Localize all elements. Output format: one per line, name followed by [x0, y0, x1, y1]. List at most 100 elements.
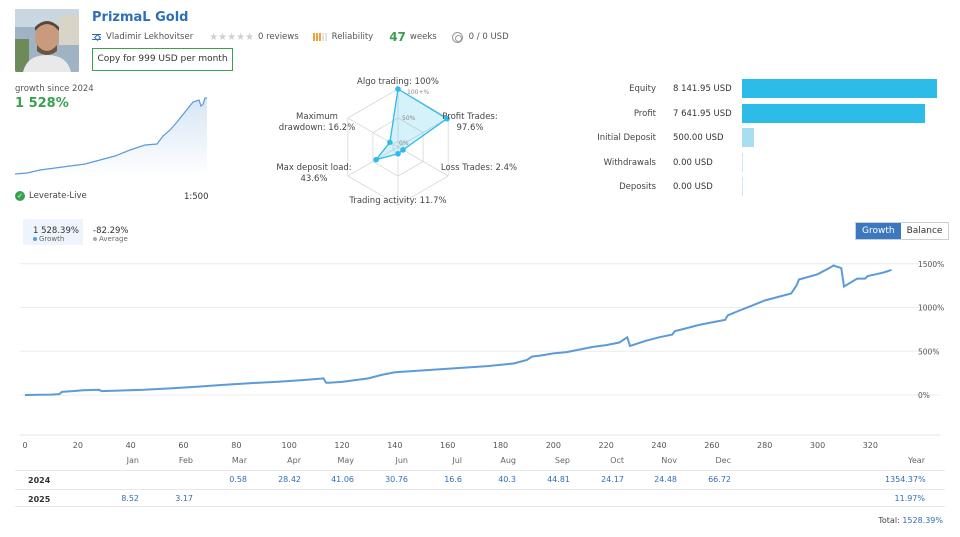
total-return: Total: 1528.39%: [878, 516, 943, 525]
copy-subscription-button[interactable]: Copy for 999 USD per month: [92, 48, 233, 71]
radar-tick-0: 0%: [399, 140, 409, 147]
y-tick-label: 500%: [918, 347, 939, 356]
balance-toggle-button[interactable]: Balance: [900, 223, 949, 239]
year-label: 2025: [28, 495, 51, 504]
stat-bar: [742, 79, 937, 98]
radar-label-drawdown-1: Maximum: [296, 112, 338, 122]
x-tick-label: 280: [757, 441, 772, 450]
broker-name[interactable]: Leverate-Live: [29, 191, 87, 201]
x-tick-label: 320: [863, 441, 878, 450]
return-cell[interactable]: 0.58: [229, 475, 247, 484]
stat-value: 500.00 USD: [673, 133, 724, 143]
table-header-row: Jan Feb Mar Apr May Jun Jul Aug Sep Oct Nov Dec Year: [15, 452, 945, 468]
summary-growth-value: 1 528.39%: [33, 226, 79, 236]
return-cell[interactable]: 40.3: [498, 475, 516, 484]
leverage-value: 1:500: [184, 192, 209, 202]
x-tick-label: 20: [73, 441, 83, 450]
month-header: Jul: [452, 456, 462, 465]
return-cell[interactable]: 30.76: [385, 475, 408, 484]
total-value: 1528.39%: [902, 516, 943, 525]
return-cell[interactable]: 24.17: [601, 475, 624, 484]
chart-mode-toggle: Growth Balance: [855, 222, 950, 240]
y-tick-label: 1500%: [918, 260, 944, 269]
verified-check-icon: ✓: [15, 191, 25, 201]
return-cell[interactable]: 11.97%: [894, 494, 925, 503]
return-cell[interactable]: 3.17: [175, 494, 193, 503]
reliability-label: Reliability: [331, 32, 374, 42]
radar-label-activity: Trading activity: 11.7%: [348, 196, 446, 206]
month-header: Apr: [287, 456, 301, 465]
month-header: Jan: [126, 456, 139, 465]
return-cell[interactable]: 24.48: [654, 475, 677, 484]
rating-stars-icon: ★★★★★: [209, 31, 255, 43]
y-tick-label: 1000%: [918, 304, 944, 313]
month-header: Nov: [661, 456, 677, 465]
radar-tick-50: 50%: [402, 115, 416, 122]
x-tick-label: 0: [22, 441, 27, 450]
radar-label-profit-2: 97.6%: [456, 123, 483, 133]
stat-value: 0.00 USD: [673, 182, 713, 192]
radar-point-activity: [395, 150, 401, 157]
growth-series-line: [24, 264, 892, 396]
x-tick-label: 80: [231, 441, 241, 450]
month-header: Oct: [610, 456, 624, 465]
stat-label: Profit: [633, 108, 656, 119]
return-cell[interactable]: 28.42: [278, 475, 301, 484]
radar-point-algo: [395, 86, 401, 92]
radar-label-deposit-1: Max deposit load:: [276, 163, 351, 173]
stat-bar: [742, 128, 754, 147]
subscribers-icon: [451, 31, 463, 43]
subscribers-value: 0 / 0 USD: [468, 32, 509, 42]
x-tick-label: 40: [126, 441, 136, 450]
x-tick-label: 300: [810, 441, 825, 450]
x-tick-label: 200: [546, 441, 561, 450]
return-cell[interactable]: 66.72: [708, 475, 731, 484]
broker-row: ✓ Leverate-Live: [15, 191, 87, 201]
return-cell[interactable]: 8.52: [121, 494, 139, 503]
radar-point-profit: [444, 115, 450, 122]
month-header: Aug: [500, 456, 516, 465]
weeks-label: weeks: [409, 32, 437, 42]
y-tick-label: 0%: [918, 391, 930, 400]
radar-tick-100: 100+%: [407, 89, 429, 96]
radar-label-loss: Loss Trades: 2.4%: [441, 163, 517, 173]
month-header: May: [337, 456, 354, 465]
return-cell[interactable]: 16.6: [444, 475, 462, 484]
summary-average-value: -82.29%: [93, 226, 129, 236]
month-header: Year: [908, 456, 925, 465]
x-tick-label: 60: [178, 441, 188, 450]
reliability-bars-icon: [312, 33, 327, 41]
radar-label-algo: Algo trading: 100%: [357, 77, 439, 87]
avatar[interactable]: [15, 9, 79, 72]
growth-dot-icon: [33, 237, 37, 241]
summary-average-label: Average: [93, 235, 128, 243]
signal-meta-row: Vladimir Lekhovitser ★★★★★ 0 reviews Rel…: [92, 30, 509, 44]
month-header: Jun: [395, 456, 409, 465]
growth-sparkline: [15, 97, 207, 177]
return-cell[interactable]: 1354.37%: [885, 475, 926, 484]
reviews-count[interactable]: 0 reviews: [258, 32, 299, 42]
year-label: 2024: [28, 476, 51, 485]
x-tick-label: 160: [440, 441, 455, 450]
total-label: Total:: [878, 516, 900, 525]
radar-point-drawdown: [387, 139, 393, 146]
return-cell[interactable]: 44.81: [547, 475, 570, 484]
summary-growth-label: Growth: [33, 235, 64, 243]
chart-grid: [20, 263, 940, 436]
y-tick-labels: 0% 500% 1000% 1500%: [918, 260, 944, 400]
author-name[interactable]: Vladimir Lekhovitser: [106, 32, 194, 42]
x-tick-label: 180: [493, 441, 508, 450]
growth-line-chart: 0 20 40 60 80 100 120 140 160 180 200 220 240 260 280 3…: [20, 260, 944, 450]
radar-label-profit-1: Profit Trades:: [442, 112, 497, 122]
page-title[interactable]: PrizmaL Gold: [92, 10, 189, 25]
stat-label: Initial Deposit: [597, 133, 656, 143]
month-header: Sep: [554, 456, 570, 465]
radar-point-deposit_load: [373, 156, 379, 163]
x-tick-label: 240: [651, 441, 666, 450]
growth-value: 1 528%: [15, 96, 69, 111]
stat-label: Equity: [629, 84, 656, 94]
growth-toggle-button[interactable]: Growth: [856, 223, 901, 239]
weeks-count: 47: [389, 30, 406, 44]
return-cell[interactable]: 41.06: [331, 475, 354, 484]
radar-axis: [347, 146, 399, 177]
